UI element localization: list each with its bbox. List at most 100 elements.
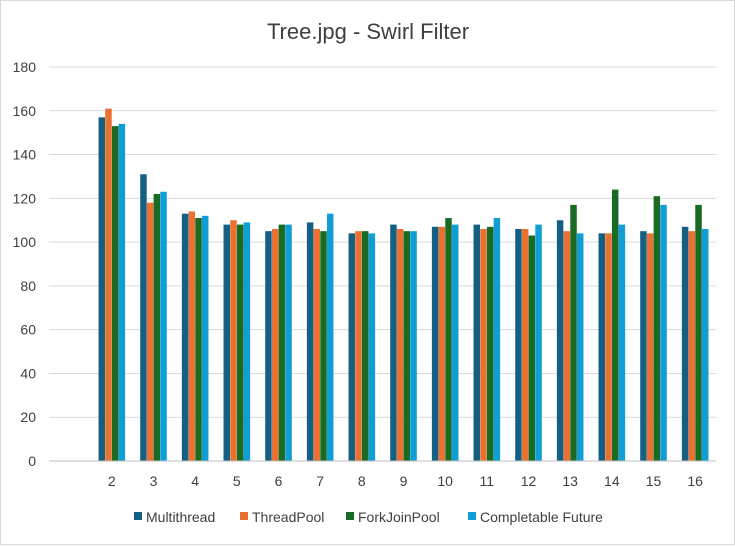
y-tick-label: 120 (13, 190, 37, 206)
x-tick-label: 3 (150, 473, 158, 489)
bar (146, 202, 154, 461)
y-tick-label: 0 (28, 453, 36, 469)
bar (181, 213, 189, 461)
bar (515, 228, 522, 461)
x-tick-label: 5 (233, 473, 241, 489)
bar (271, 228, 279, 461)
bar (431, 226, 439, 461)
legend-label: Multithread (146, 509, 215, 525)
y-tick-label: 80 (20, 278, 36, 294)
bar (521, 228, 529, 461)
x-tick-label: 6 (275, 473, 283, 489)
bar (355, 231, 362, 461)
bar (660, 204, 667, 461)
bar (410, 231, 417, 461)
bar (563, 231, 571, 461)
bar (160, 191, 167, 461)
bar (188, 211, 196, 461)
bar (451, 224, 459, 461)
legend-item: Multithread (134, 509, 215, 525)
bar (528, 235, 536, 461)
legend-label: Completable Future (480, 509, 603, 525)
bar (598, 233, 606, 461)
x-tick-label: 13 (562, 473, 578, 489)
bar (480, 228, 487, 461)
y-tick-label: 100 (13, 234, 37, 250)
x-tick-label: 9 (400, 473, 408, 489)
bar (265, 231, 272, 461)
legend-item: Completable Future (468, 509, 603, 525)
bar (368, 233, 376, 461)
bar (285, 224, 292, 461)
bar (153, 193, 161, 461)
bar (236, 224, 244, 461)
bar (701, 228, 709, 461)
bar (646, 233, 654, 461)
bar (556, 220, 564, 461)
bar (611, 189, 619, 462)
bar (695, 204, 702, 461)
bar (605, 233, 612, 461)
y-tick-label: 160 (13, 103, 37, 119)
bar (473, 224, 481, 461)
x-tick-label: 4 (191, 473, 199, 489)
bar (320, 231, 327, 461)
legend-label: ForkJoinPool (358, 509, 440, 525)
x-tick-label: 2 (108, 473, 116, 489)
bar (681, 226, 689, 461)
legend-swatch (346, 512, 354, 520)
bar (535, 224, 542, 461)
bar (105, 108, 112, 461)
bar (653, 196, 661, 461)
legend-item: ForkJoinPool (346, 509, 440, 525)
bar (486, 226, 494, 461)
x-tick-label: 8 (358, 473, 366, 489)
x-tick-label: 16 (687, 473, 703, 489)
bars (98, 108, 709, 462)
bar (111, 126, 119, 461)
gridlines (49, 66, 716, 418)
chart-title: Tree.jpg - Swirl Filter (267, 19, 469, 44)
bar (493, 218, 501, 461)
x-tick-label: 10 (437, 473, 453, 489)
bar (140, 174, 147, 461)
y-axis-ticks: 0 20 40 60 80 100 120 140 160 180 (13, 59, 37, 469)
y-tick-label: 180 (13, 59, 37, 75)
legend-item: ThreadPool (240, 509, 324, 525)
legend: Multithread ThreadPool ForkJoinPool Complet… (134, 509, 603, 525)
bar (98, 117, 106, 461)
bar (118, 123, 126, 462)
bar (640, 231, 647, 461)
bar (570, 204, 577, 461)
bar (688, 231, 696, 461)
bar (576, 233, 584, 461)
bar (313, 228, 321, 461)
bar (201, 215, 209, 461)
x-tick-label: 11 (480, 473, 495, 489)
legend-swatch (134, 512, 142, 520)
bar (403, 231, 411, 461)
y-tick-label: 40 (20, 365, 36, 381)
y-tick-label: 60 (20, 322, 36, 338)
y-tick-label: 140 (13, 147, 37, 163)
bar (278, 224, 286, 461)
x-tick-label: 14 (604, 473, 620, 489)
bar (445, 218, 452, 461)
bar (361, 231, 369, 461)
x-axis-ticks: 2 3 4 5 6 7 8 9 10 11 12 13 14 15 16 (108, 473, 703, 489)
x-tick-label: 7 (316, 473, 324, 489)
legend-swatch (240, 512, 248, 520)
bar (243, 222, 251, 461)
bar (223, 224, 231, 461)
x-tick-label: 15 (646, 473, 662, 489)
bar (306, 222, 314, 461)
bar (326, 213, 334, 461)
bar (230, 220, 237, 461)
bar (348, 233, 356, 461)
legend-swatch (468, 512, 476, 520)
bar (438, 226, 446, 461)
bar (618, 224, 626, 461)
x-tick-label: 12 (521, 473, 537, 489)
